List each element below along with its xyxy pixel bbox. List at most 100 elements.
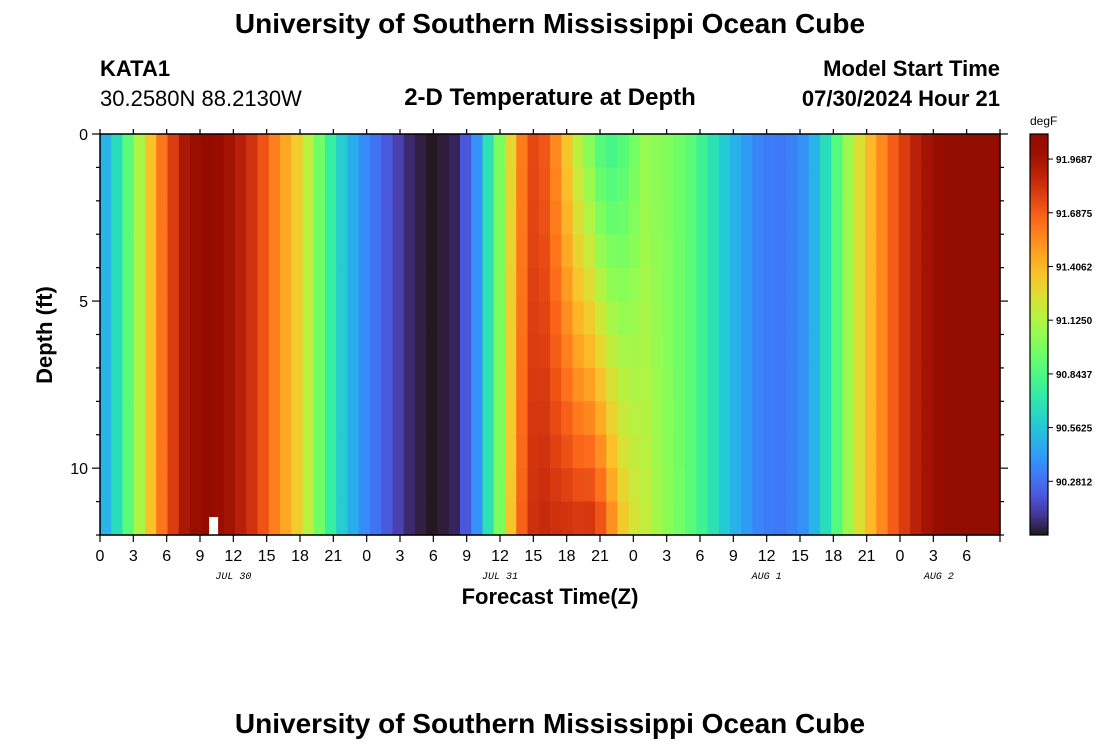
heatmap-cell <box>887 200 900 235</box>
heatmap-cell <box>763 134 776 169</box>
heatmap-cell <box>505 334 517 369</box>
heatmap-cell <box>527 501 540 536</box>
heatmap-cell <box>550 267 562 302</box>
heatmap-cell <box>100 200 112 235</box>
heatmap-cell <box>111 468 124 503</box>
heatmap-cell <box>651 267 664 302</box>
heatmap-cell <box>370 367 382 402</box>
heatmap-cell <box>775 434 787 469</box>
heatmap-cell <box>673 267 686 302</box>
heatmap-cell <box>538 468 551 503</box>
heatmap-cell <box>370 301 382 336</box>
heatmap-cell <box>167 401 180 436</box>
heatmap-cell <box>268 501 281 536</box>
heatmap-cell <box>853 468 866 503</box>
heatmap-cell <box>437 334 450 369</box>
heatmap-cell <box>673 134 686 169</box>
heatmap-cell <box>460 501 472 536</box>
heatmap-cell <box>471 434 484 469</box>
heatmap-cell <box>943 334 956 369</box>
heatmap-cell <box>550 367 562 402</box>
heatmap-cell <box>223 334 236 369</box>
heatmap-cell <box>831 167 844 202</box>
heatmap-cell <box>797 234 810 269</box>
heatmap-cell <box>482 501 495 536</box>
x-tick-label: 0 <box>629 548 638 565</box>
heatmap-cell <box>415 468 427 503</box>
heatmap-cell <box>786 134 799 169</box>
heatmap-cell <box>797 134 810 169</box>
heatmap-cell <box>898 167 911 202</box>
heatmap-cell <box>910 234 922 269</box>
heatmap-cell <box>595 267 607 302</box>
heatmap-cell <box>718 334 731 369</box>
heatmap-cell <box>212 301 225 336</box>
heatmap-cell <box>876 367 889 402</box>
heatmap-cell <box>190 468 202 503</box>
heatmap-cell <box>122 334 135 369</box>
heatmap-cell <box>606 401 619 436</box>
heatmap-cell <box>381 167 394 202</box>
heatmap-cell <box>291 301 304 336</box>
heatmap-cell <box>977 367 990 402</box>
heatmap-cell <box>448 267 461 302</box>
x-tick-label: 0 <box>896 548 905 565</box>
heatmap-cell <box>280 301 292 336</box>
heatmap-cell <box>775 501 787 536</box>
heatmap-cell <box>876 468 889 503</box>
heatmap-cell <box>527 468 540 503</box>
heatmap-cell <box>921 167 934 202</box>
heatmap-cell <box>403 367 416 402</box>
heatmap-cell <box>921 401 934 436</box>
heatmap-cell <box>403 234 416 269</box>
heatmap-cell <box>145 301 157 336</box>
heatmap-cell <box>741 334 754 369</box>
heatmap-cell <box>955 401 967 436</box>
heatmap-cell <box>381 200 394 235</box>
heatmap-cell <box>336 234 349 269</box>
heatmap-cell <box>606 200 619 235</box>
heatmap-cell <box>235 267 247 302</box>
heatmap-cell <box>268 334 281 369</box>
heatmap-cell <box>212 234 225 269</box>
heatmap-cell <box>673 200 686 235</box>
heatmap-cell <box>617 434 630 469</box>
heatmap-cell <box>325 301 337 336</box>
heatmap-cell <box>257 501 270 536</box>
x-tick-label: 12 <box>758 548 776 565</box>
heatmap-cell <box>550 301 562 336</box>
heatmap-cell <box>966 468 979 503</box>
heatmap-cell <box>865 167 877 202</box>
heatmap-cell <box>707 267 720 302</box>
heatmap-cell <box>910 134 922 169</box>
heatmap-cell <box>842 301 855 336</box>
heatmap-cell <box>122 200 135 235</box>
heatmap-cell <box>572 367 585 402</box>
heatmap-cell <box>921 134 934 169</box>
heatmap-cells <box>100 134 1001 536</box>
heatmap-cell <box>583 501 596 536</box>
heatmap-cell <box>910 334 922 369</box>
heatmap-cell <box>606 434 619 469</box>
heatmap-cell <box>370 468 382 503</box>
heatmap-cell <box>797 334 810 369</box>
heatmap-cell <box>943 301 956 336</box>
heatmap-cell <box>426 167 439 202</box>
heatmap-cell <box>291 401 304 436</box>
heatmap-cell <box>876 134 889 169</box>
heatmap-cell <box>865 134 877 169</box>
heatmap-cell <box>628 401 641 436</box>
heatmap-cell <box>707 301 720 336</box>
heatmap-cell <box>718 367 731 402</box>
heatmap-cell <box>730 367 742 402</box>
heatmap-cell <box>178 434 191 469</box>
heatmap-cell <box>358 134 371 169</box>
heatmap-cell <box>426 134 439 169</box>
heatmap-cell <box>381 468 394 503</box>
heatmap-cell <box>820 234 832 269</box>
heatmap-cell <box>977 167 990 202</box>
heatmap-cell <box>932 167 945 202</box>
heatmap-cell <box>426 200 439 235</box>
heatmap-cell <box>673 501 686 536</box>
colorbar: degF 91.9687 91.6875 91.4062 91.1250 90.8437 9… <box>1029 114 1093 536</box>
